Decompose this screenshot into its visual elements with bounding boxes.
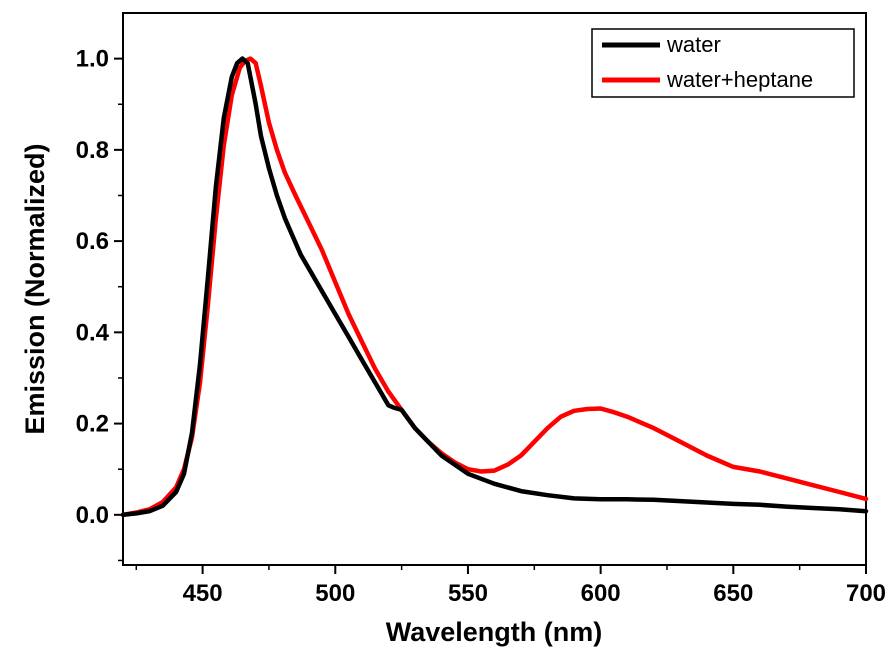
x-axis: 450 500 550 600 650 700 xyxy=(135,565,886,607)
x-tick-label: 500 xyxy=(315,580,355,607)
y-tick-label: 0.6 xyxy=(76,228,109,255)
x-tick-label: 600 xyxy=(581,580,621,607)
legend: water water+heptane xyxy=(591,28,855,98)
x-tick-label: 550 xyxy=(448,580,488,607)
legend-label-water-heptane: water+heptane xyxy=(666,67,813,92)
y-tick-label: 0.0 xyxy=(76,502,109,529)
x-axis-title: Wavelength (nm) xyxy=(386,617,603,647)
series-layer xyxy=(120,56,869,518)
x-tick-label: 650 xyxy=(713,580,753,607)
x-tick-label: 450 xyxy=(183,580,223,607)
y-axis: 0.0 0.2 0.4 0.6 0.8 1.0 xyxy=(76,46,123,562)
x-tick-label: 700 xyxy=(846,580,886,607)
plot-frame xyxy=(122,12,867,566)
series-line-water-heptane xyxy=(120,56,869,518)
series-line-water xyxy=(120,56,869,518)
y-tick-label: 0.4 xyxy=(76,319,110,346)
y-tick-label: 0.2 xyxy=(76,411,109,438)
legend-box xyxy=(591,28,855,98)
y-axis-title: Emission (Normalized) xyxy=(20,143,50,434)
y-tick-label: 1.0 xyxy=(76,46,109,73)
legend-label-water: water xyxy=(666,32,721,57)
y-tick-label: 0.8 xyxy=(76,137,109,164)
